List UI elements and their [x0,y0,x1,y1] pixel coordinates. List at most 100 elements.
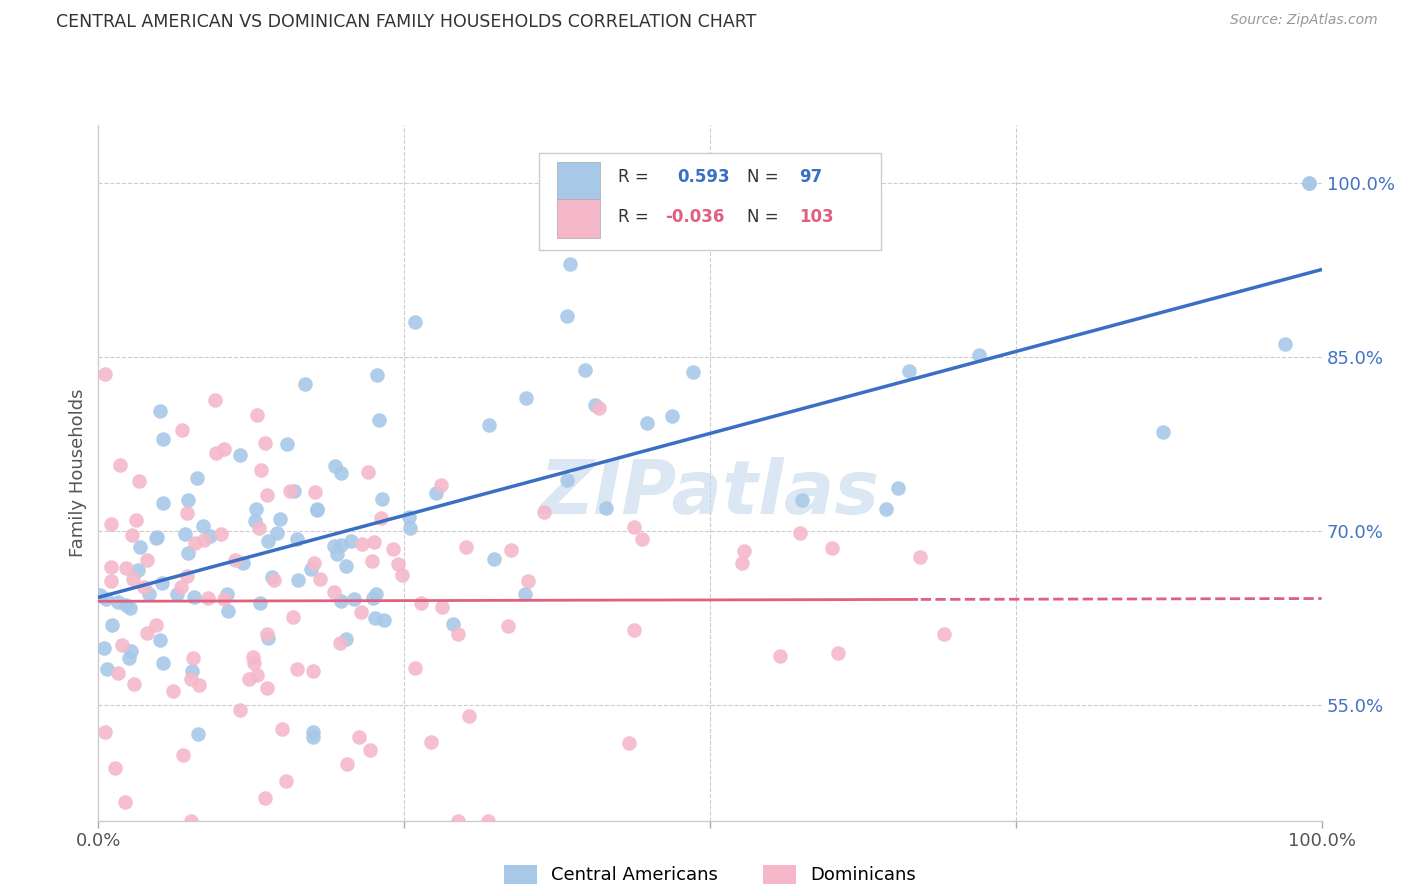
Point [430,599,453,614]
Point [100,574,122,588]
Point [294,376,316,391]
Point [326,547,349,561]
Point [118,600,141,615]
Point [94,368,117,382]
Point [515,391,537,405]
Point [127,563,149,577]
Point [186,471,208,485]
Point [364,587,387,601]
Point [224,552,246,566]
Point [329,594,352,608]
Point [262,570,284,584]
Point [827,647,849,661]
Text: R =: R = [619,168,654,186]
Point [349,730,371,744]
Legend: Central Americans, Dominicans: Central Americans, Dominicans [496,858,924,892]
Point [115,598,138,612]
Point [350,537,373,551]
Point [1298,176,1320,190]
Point [120,644,142,658]
Point [94,725,117,739]
Point [588,401,610,415]
Point [447,626,470,640]
Point [176,568,198,582]
Point [367,413,389,427]
Point [908,550,931,565]
Point [256,627,278,641]
Point [172,423,194,437]
Point [101,618,124,632]
Point [118,651,141,665]
Point [499,542,522,557]
Point [152,496,174,510]
Point [363,535,385,549]
Point [967,348,990,362]
Point [242,649,264,664]
Point [271,722,294,736]
Point [336,757,359,772]
Point [340,533,363,548]
Point [138,587,160,601]
Text: R =: R = [619,208,654,226]
Point [361,591,384,605]
Point [191,519,214,533]
Point [150,575,173,590]
Point [387,557,409,571]
Point [129,540,152,554]
FancyBboxPatch shape [557,199,600,237]
Point [285,532,308,546]
Point [176,506,198,520]
Point [285,662,308,676]
Point [125,513,148,527]
Point [533,505,555,519]
Point [215,586,238,600]
Text: N =: N = [747,208,783,226]
Point [256,681,278,695]
Point [404,661,426,675]
Point [212,591,235,606]
Point [281,609,304,624]
Point [477,814,499,828]
Point [122,572,145,586]
Point [96,662,118,676]
Point [128,475,150,489]
Point [96,592,118,607]
Point [305,503,328,517]
Point [122,677,145,691]
Text: ZIPatlas: ZIPatlas [540,457,880,530]
Point [180,814,202,828]
Point [515,586,537,600]
Point [484,552,506,566]
Point [623,520,645,534]
Point [447,814,470,828]
Point [115,560,138,574]
Point [769,648,792,663]
Point [198,529,221,543]
Point [176,546,198,560]
Point [1298,176,1320,190]
Point [217,604,239,618]
Point [145,531,167,545]
Point [256,631,278,645]
Point [330,467,353,481]
Point [172,747,194,762]
Point [229,703,252,717]
Point [188,678,211,692]
Point [398,509,420,524]
Point [373,613,395,627]
Point [623,623,645,637]
Point [498,619,520,633]
Point [425,485,447,500]
Point [731,556,754,570]
Point [145,618,167,632]
Point [193,533,215,547]
Text: 97: 97 [800,168,823,186]
Point [184,536,207,550]
Point [132,580,155,594]
Point [229,448,252,462]
FancyBboxPatch shape [557,161,600,200]
Point [107,665,129,680]
Point [183,590,205,604]
Point [356,465,378,479]
Point [382,542,405,557]
